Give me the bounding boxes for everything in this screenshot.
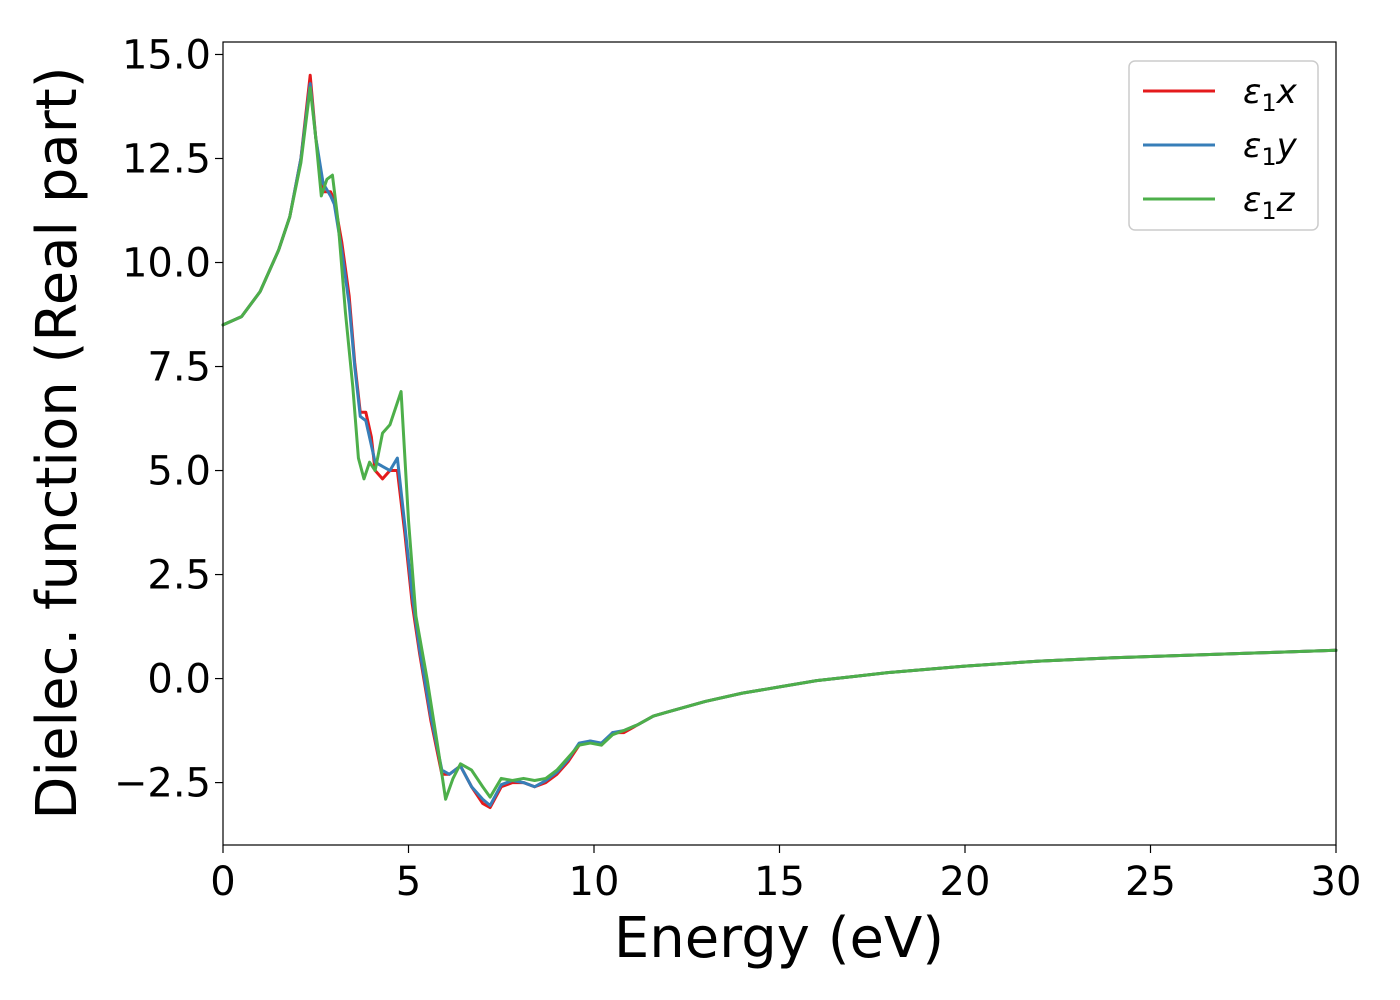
y-tick-label: 0.0 [147, 657, 211, 703]
series-line-3 [221, 86, 1338, 801]
series-layer [221, 73, 1338, 810]
y-tick-label: 12.5 [122, 136, 211, 182]
x-tick-label: 20 [940, 859, 991, 905]
y-tick-label: 15.0 [122, 32, 211, 78]
y-tick-label: 5.0 [147, 449, 211, 495]
legend: ε1x ε1y ε1z [1128, 60, 1319, 231]
x-axis-label: Energy (eV) [614, 906, 944, 971]
legend-items: ε1x ε1y ε1z [1143, 72, 1298, 225]
x-tick-label: 30 [1311, 859, 1362, 905]
y-tick-label: −2.5 [114, 761, 211, 807]
x-tick-label: 5 [396, 859, 421, 905]
x-axis-ticks: 0 5 10 15 20 25 30 [210, 845, 1361, 905]
x-tick-label: 15 [754, 859, 805, 905]
y-tick-label: 2.5 [147, 553, 211, 599]
legend-label-3: ε1z [1243, 180, 1296, 225]
x-tick-label: 25 [1125, 859, 1176, 905]
y-tick-label: 10.0 [122, 241, 211, 287]
x-tick-label: 0 [210, 859, 235, 905]
y-axis-ticks: −2.5 0.0 2.5 5.0 7.5 10.0 12.5 15.0 [114, 32, 223, 807]
x-tick-label: 10 [569, 859, 620, 905]
y-tick-label: 7.5 [147, 345, 211, 391]
legend-label-1: ε1x [1243, 72, 1298, 117]
y-axis-label: Dielec. function (Real part) [25, 66, 90, 819]
legend-label-2: ε1y [1243, 126, 1298, 171]
legend-box [1128, 60, 1319, 231]
